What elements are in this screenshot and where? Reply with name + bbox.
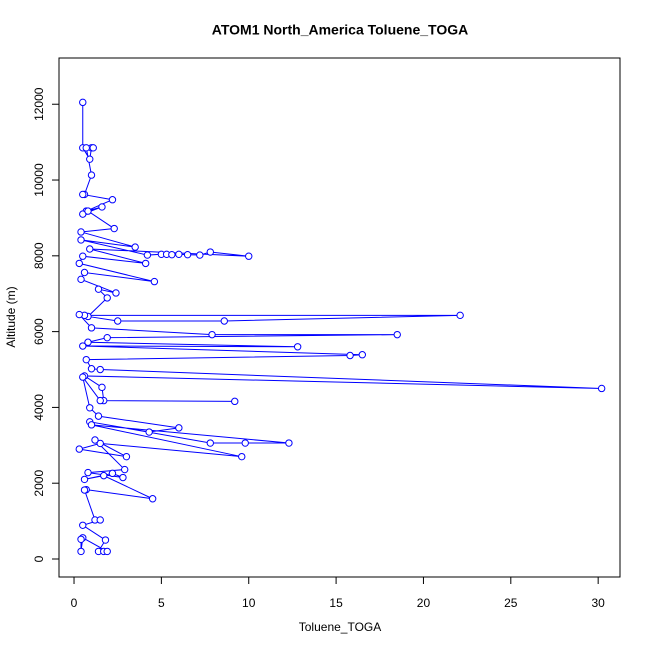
data-point bbox=[94, 285, 103, 293]
data-point bbox=[103, 294, 111, 302]
data-point bbox=[131, 243, 139, 251]
data-point bbox=[241, 439, 249, 447]
data-point bbox=[94, 412, 103, 420]
data-point bbox=[150, 277, 159, 286]
data-point bbox=[597, 384, 606, 393]
data-point bbox=[168, 250, 176, 259]
data-point bbox=[96, 439, 104, 448]
data-point bbox=[77, 547, 85, 556]
data-point bbox=[112, 289, 120, 297]
data-point bbox=[119, 473, 127, 482]
data-point bbox=[114, 317, 122, 325]
data-point bbox=[346, 351, 354, 360]
x-tick-label: 30 bbox=[591, 596, 605, 610]
data-point bbox=[86, 155, 94, 163]
y-tick-label: 0 bbox=[32, 555, 46, 562]
data-point bbox=[143, 251, 152, 259]
x-axis-label: Toluene_TOGA bbox=[299, 620, 382, 634]
data-point bbox=[120, 465, 129, 474]
y-tick-label: 12000 bbox=[32, 87, 46, 121]
y-tick-label: 8000 bbox=[32, 242, 46, 269]
data-point bbox=[393, 330, 401, 339]
data-point bbox=[245, 252, 253, 260]
data-point bbox=[206, 248, 215, 256]
data-point bbox=[231, 397, 239, 406]
data-point bbox=[77, 275, 85, 284]
data-point bbox=[108, 469, 117, 478]
x-tick-label: 5 bbox=[158, 596, 165, 610]
data-point bbox=[145, 428, 153, 436]
data-point bbox=[98, 203, 106, 211]
data-point bbox=[108, 196, 117, 204]
data-point bbox=[80, 268, 89, 277]
data-point bbox=[77, 535, 85, 543]
data-point bbox=[79, 373, 87, 381]
data-point bbox=[79, 98, 87, 107]
data-point bbox=[84, 338, 92, 346]
data-point bbox=[456, 311, 464, 320]
data-point bbox=[82, 144, 90, 152]
data-point bbox=[196, 251, 204, 259]
data-point bbox=[75, 259, 83, 268]
data-point bbox=[206, 439, 215, 447]
data-point bbox=[89, 144, 97, 152]
data-point bbox=[141, 259, 150, 268]
y-tick-label: 2000 bbox=[32, 470, 46, 497]
data-point bbox=[358, 351, 366, 359]
data-point bbox=[77, 236, 85, 244]
data-point bbox=[79, 190, 87, 199]
y-axis-label: Altitude (m) bbox=[4, 286, 18, 347]
y-tick-label: 10000 bbox=[32, 163, 46, 197]
data-point bbox=[77, 228, 85, 236]
data-point bbox=[208, 330, 216, 339]
data-point bbox=[175, 250, 183, 259]
data-point bbox=[96, 365, 104, 374]
data-point bbox=[82, 355, 90, 364]
data-point bbox=[101, 536, 110, 544]
data-point bbox=[91, 436, 99, 444]
data-point bbox=[96, 516, 104, 524]
y-tick-label: 6000 bbox=[32, 318, 46, 345]
data-point bbox=[79, 342, 87, 350]
data-point bbox=[110, 224, 118, 233]
x-tick-label: 10 bbox=[242, 596, 256, 610]
y-tick-label: 4000 bbox=[32, 394, 46, 421]
data-point bbox=[75, 310, 83, 319]
data-point bbox=[285, 439, 293, 447]
data-point bbox=[175, 424, 183, 432]
data-point bbox=[84, 468, 92, 477]
data-point bbox=[293, 343, 302, 351]
data-point bbox=[87, 324, 96, 332]
data-point bbox=[220, 317, 228, 325]
data-point bbox=[84, 207, 92, 215]
data-point bbox=[183, 250, 192, 259]
data-point bbox=[103, 547, 111, 556]
data-point bbox=[86, 245, 94, 253]
data-point bbox=[86, 404, 94, 412]
data-point bbox=[100, 471, 108, 480]
data-point bbox=[148, 495, 157, 503]
x-tick-label: 25 bbox=[504, 596, 518, 610]
data-point bbox=[80, 486, 89, 494]
chart-title: ATOM1 North_America Toluene_TOGA bbox=[212, 22, 468, 38]
data-point bbox=[79, 252, 87, 260]
data-point bbox=[87, 421, 96, 429]
x-tick-label: 15 bbox=[329, 596, 343, 610]
data-point bbox=[79, 521, 87, 529]
x-tick-label: 20 bbox=[417, 596, 431, 610]
data-point bbox=[87, 365, 96, 373]
data-point bbox=[80, 475, 89, 484]
data-point bbox=[238, 452, 246, 461]
data-point bbox=[122, 452, 131, 461]
x-tick-label: 0 bbox=[71, 596, 78, 610]
data-point bbox=[87, 171, 96, 179]
data-point bbox=[98, 383, 106, 392]
data-point bbox=[96, 396, 104, 405]
data-point bbox=[75, 445, 83, 453]
data-point bbox=[103, 333, 111, 342]
